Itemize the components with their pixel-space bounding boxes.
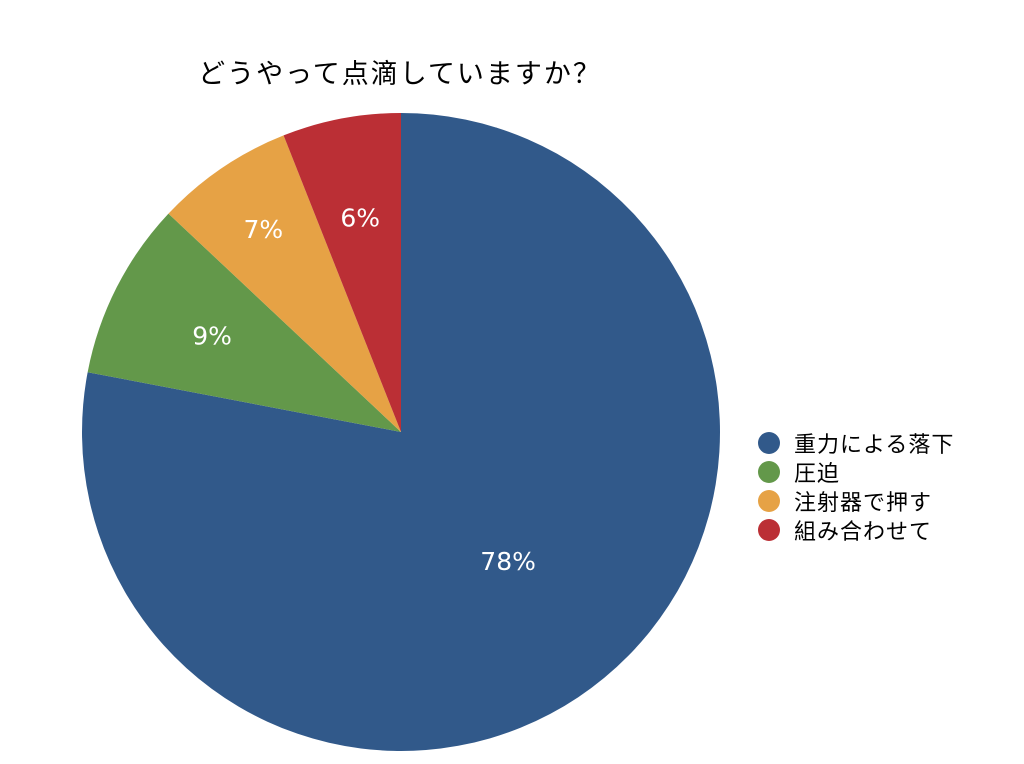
legend-label: 組み合わせて xyxy=(794,519,933,545)
slice-percent-label: 78% xyxy=(480,547,536,576)
chart-title: どうやって点滴していますか？ xyxy=(198,59,602,90)
legend-swatch-icon xyxy=(758,431,780,454)
legend-item: 組み合わせて xyxy=(758,515,954,545)
pie-slice xyxy=(283,113,401,432)
legend-label: 注射器で押す xyxy=(794,490,933,516)
legend-swatch-icon xyxy=(758,518,780,541)
legend-swatch-icon xyxy=(758,489,780,512)
pie-slice xyxy=(87,213,402,432)
legend-item: 重力による落下 xyxy=(758,428,955,458)
pie-labels: 78% 9% 7% 6% xyxy=(192,203,536,576)
slice-percent-label: 9% xyxy=(192,321,232,350)
chart-legend: 重力による落下 圧迫注射器で押す 組み合わせて xyxy=(758,428,955,545)
slice-percent-label: 6% xyxy=(340,203,380,232)
slice-percent-label: 7% xyxy=(243,215,283,244)
legend-item: 注射器で押す xyxy=(758,486,954,516)
legend-label: 圧迫 xyxy=(794,461,841,487)
pie-slices xyxy=(82,113,721,752)
pie-slice xyxy=(168,135,401,432)
legend-item: 圧迫 xyxy=(758,457,954,487)
pie-slice xyxy=(82,113,721,752)
legend-swatch-icon xyxy=(758,460,780,483)
legend-label: 重力による落下 xyxy=(794,432,955,458)
